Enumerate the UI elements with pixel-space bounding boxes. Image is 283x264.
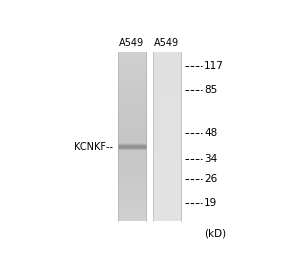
Text: KCNKF--: KCNKF-- bbox=[74, 142, 113, 152]
Text: 48: 48 bbox=[204, 128, 218, 138]
Text: 117: 117 bbox=[204, 60, 224, 70]
Text: 26: 26 bbox=[204, 174, 218, 184]
Text: A549: A549 bbox=[155, 38, 179, 48]
Text: 34: 34 bbox=[204, 154, 218, 164]
Text: (kD): (kD) bbox=[204, 229, 226, 239]
Text: 19: 19 bbox=[204, 198, 218, 208]
Text: A549: A549 bbox=[119, 38, 144, 48]
Text: 85: 85 bbox=[204, 85, 218, 95]
